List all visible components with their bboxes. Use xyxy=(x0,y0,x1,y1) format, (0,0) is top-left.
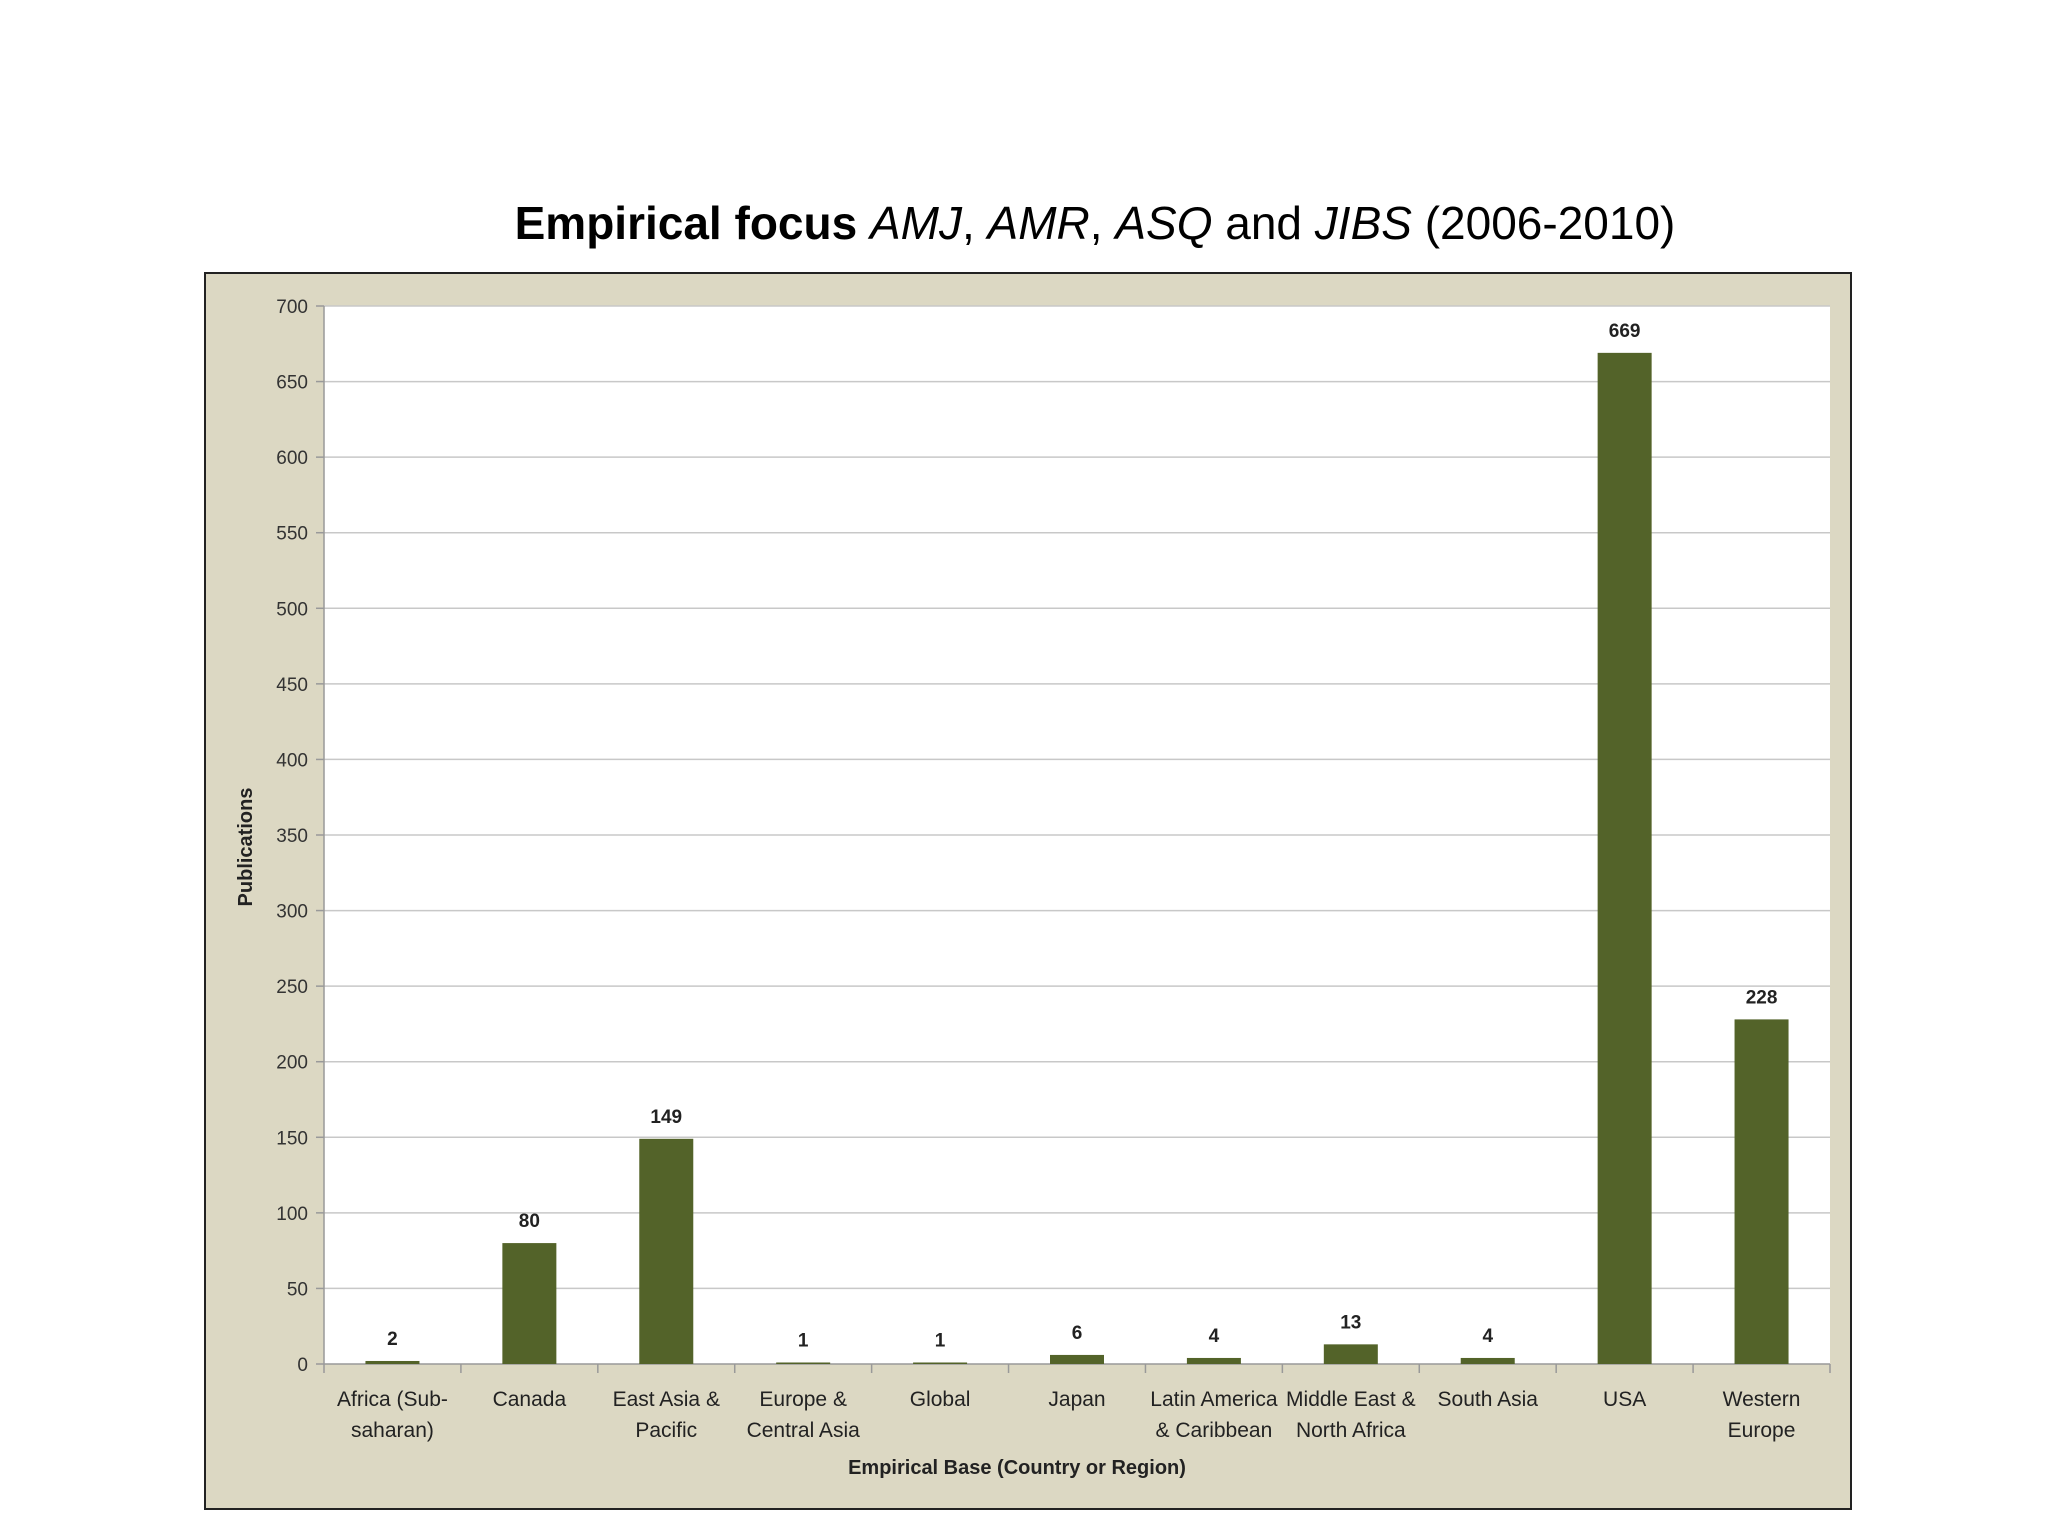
x-category-label: East Asia & xyxy=(613,1388,720,1411)
title-years: (2006-2010) xyxy=(1411,197,1676,249)
title-journal-amr: AMR xyxy=(987,197,1090,249)
x-category-label: Canada xyxy=(493,1388,567,1411)
title-bold-part: Empirical focus xyxy=(514,197,858,249)
bar xyxy=(913,1362,968,1364)
bar xyxy=(502,1243,557,1364)
y-axis-title: Publications xyxy=(235,788,257,907)
data-label: 669 xyxy=(1609,321,1641,342)
data-label: 80 xyxy=(519,1211,540,1232)
y-tick-label: 150 xyxy=(276,1128,308,1149)
title-journal-jibs: JIBS xyxy=(1314,197,1412,249)
bar-chart: 0 50 100 150 200 250 300 350 400 450 500 550 600 650 7… xyxy=(235,297,1831,1479)
bar xyxy=(776,1362,831,1364)
bar xyxy=(1050,1354,1104,1364)
title-conjunction: and xyxy=(1212,197,1315,249)
y-tick-label: 300 xyxy=(276,902,308,923)
x-category-label: North Africa xyxy=(1296,1419,1406,1442)
data-label: 149 xyxy=(650,1107,682,1128)
y-tick-label: 600 xyxy=(276,448,308,469)
x-category-label: Japan xyxy=(1048,1388,1105,1411)
bar xyxy=(1734,1019,1789,1364)
x-category-label: Latin America xyxy=(1150,1388,1278,1411)
data-label: 1 xyxy=(798,1330,809,1351)
x-category-label: Europe & xyxy=(759,1388,847,1411)
y-tick-label: 100 xyxy=(276,1204,308,1225)
data-label: 13 xyxy=(1340,1312,1361,1333)
x-category-label: Central Asia xyxy=(747,1419,861,1442)
title-separator-1: , xyxy=(961,197,988,249)
y-tick-label: 400 xyxy=(276,750,308,771)
x-category-label: Global xyxy=(910,1388,971,1411)
y-tick-label: 200 xyxy=(276,1053,308,1074)
title-journal-asq: ASQ xyxy=(1115,197,1213,249)
x-category-label: saharan) xyxy=(351,1419,434,1442)
y-tick-label: 0 xyxy=(297,1355,308,1376)
x-category-label: Middle East & xyxy=(1286,1388,1416,1411)
y-tick-label: 250 xyxy=(276,977,308,998)
x-category-label: Pacific xyxy=(635,1419,697,1442)
y-tick-label: 650 xyxy=(276,373,308,394)
y-tick-label: 500 xyxy=(276,599,308,620)
data-label: 2 xyxy=(387,1329,398,1350)
data-label: 228 xyxy=(1746,987,1778,1008)
y-tick-label: 350 xyxy=(276,826,308,847)
x-category-label: Europe xyxy=(1728,1419,1796,1442)
chart-title: Empirical focus AMJ, AMR, ASQ and JIBS (… xyxy=(0,196,2048,250)
bar xyxy=(1323,1344,1378,1364)
data-label: 4 xyxy=(1482,1326,1493,1347)
bar xyxy=(1186,1357,1241,1364)
data-label: 1 xyxy=(935,1330,946,1351)
title-journal-amj: AMJ xyxy=(869,197,962,249)
chart-frame: 0 50 100 150 200 250 300 350 400 450 500 550 600 650 7… xyxy=(204,272,1852,1510)
x-category-label: USA xyxy=(1603,1388,1646,1411)
y-tick-label: 450 xyxy=(276,675,308,696)
data-label: 6 xyxy=(1072,1323,1083,1344)
bar xyxy=(1597,352,1652,1365)
x-category-label: Western xyxy=(1723,1388,1801,1411)
x-category-label: South Asia xyxy=(1438,1388,1539,1411)
y-tick-label: 550 xyxy=(276,524,308,545)
data-label: 4 xyxy=(1209,1326,1220,1347)
x-category-label: Africa (Sub- xyxy=(337,1388,448,1411)
x-category-label: & Caribbean xyxy=(1156,1419,1273,1442)
bar xyxy=(1460,1357,1515,1364)
y-tick-label: 700 xyxy=(276,297,308,318)
title-separator-2: , xyxy=(1089,197,1116,249)
x-axis-title: Empirical Base (Country or Region) xyxy=(848,1457,1186,1479)
bar xyxy=(365,1360,420,1364)
bar xyxy=(639,1138,694,1364)
y-tick-label: 50 xyxy=(287,1279,308,1300)
